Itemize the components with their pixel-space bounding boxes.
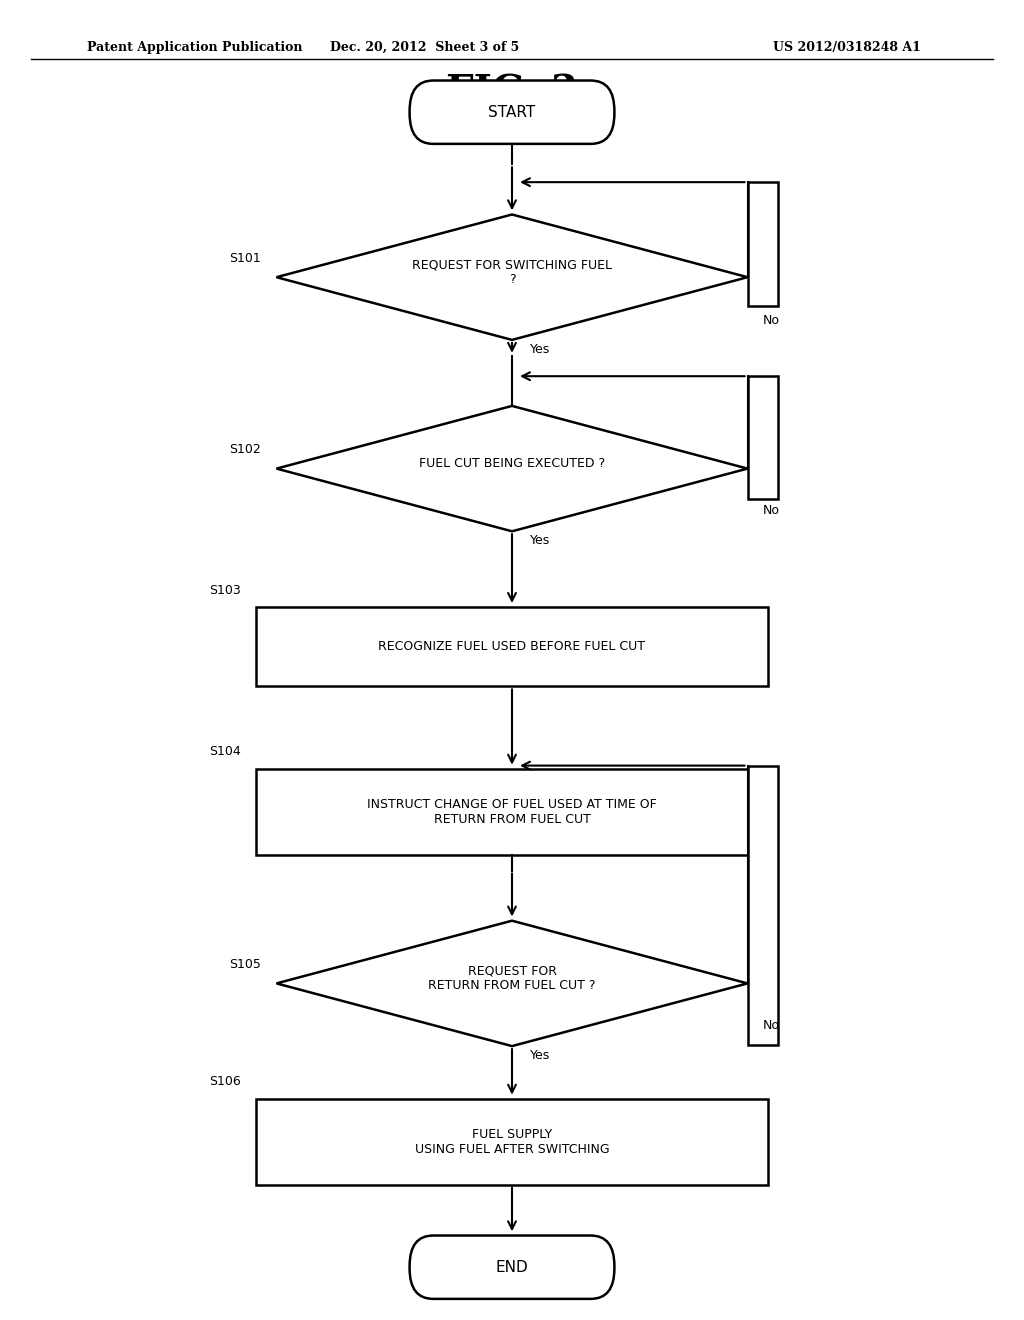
Polygon shape bbox=[276, 921, 748, 1045]
Text: REQUEST FOR SWITCHING FUEL
?: REQUEST FOR SWITCHING FUEL ? bbox=[412, 259, 612, 286]
Text: Patent Application Publication: Patent Application Publication bbox=[87, 41, 302, 54]
Polygon shape bbox=[276, 214, 748, 339]
Text: RECOGNIZE FUEL USED BEFORE FUEL CUT: RECOGNIZE FUEL USED BEFORE FUEL CUT bbox=[379, 640, 645, 653]
Text: S106: S106 bbox=[209, 1076, 241, 1088]
Text: INSTRUCT CHANGE OF FUEL USED AT TIME OF
RETURN FROM FUEL CUT: INSTRUCT CHANGE OF FUEL USED AT TIME OF … bbox=[368, 797, 656, 826]
FancyBboxPatch shape bbox=[410, 1236, 614, 1299]
Bar bbox=[748, 182, 778, 306]
FancyBboxPatch shape bbox=[410, 81, 614, 144]
Polygon shape bbox=[276, 407, 748, 531]
Text: S104: S104 bbox=[209, 746, 241, 758]
Text: FIG. 3: FIG. 3 bbox=[446, 74, 578, 111]
Text: S101: S101 bbox=[229, 252, 261, 265]
Text: US 2012/0318248 A1: US 2012/0318248 A1 bbox=[773, 41, 921, 54]
Bar bbox=[256, 1098, 768, 1185]
Text: S105: S105 bbox=[229, 958, 261, 972]
Text: S103: S103 bbox=[209, 583, 241, 597]
Text: S102: S102 bbox=[229, 444, 261, 457]
Bar bbox=[256, 607, 768, 686]
Text: Yes: Yes bbox=[530, 533, 551, 546]
Text: Yes: Yes bbox=[530, 342, 551, 355]
Text: No: No bbox=[763, 1019, 780, 1032]
Text: No: No bbox=[763, 314, 780, 327]
Text: START: START bbox=[488, 104, 536, 120]
Text: FUEL CUT BEING EXECUTED ?: FUEL CUT BEING EXECUTED ? bbox=[419, 457, 605, 470]
Bar bbox=[748, 766, 778, 1045]
Text: END: END bbox=[496, 1259, 528, 1275]
Text: FUEL SUPPLY
USING FUEL AFTER SWITCHING: FUEL SUPPLY USING FUEL AFTER SWITCHING bbox=[415, 1127, 609, 1156]
Text: Dec. 20, 2012  Sheet 3 of 5: Dec. 20, 2012 Sheet 3 of 5 bbox=[331, 41, 519, 54]
Text: Yes: Yes bbox=[530, 1048, 551, 1061]
Bar bbox=[256, 768, 768, 855]
Text: REQUEST FOR
RETURN FROM FUEL CUT ?: REQUEST FOR RETURN FROM FUEL CUT ? bbox=[428, 965, 596, 993]
Text: No: No bbox=[763, 504, 780, 517]
Bar bbox=[748, 376, 778, 499]
